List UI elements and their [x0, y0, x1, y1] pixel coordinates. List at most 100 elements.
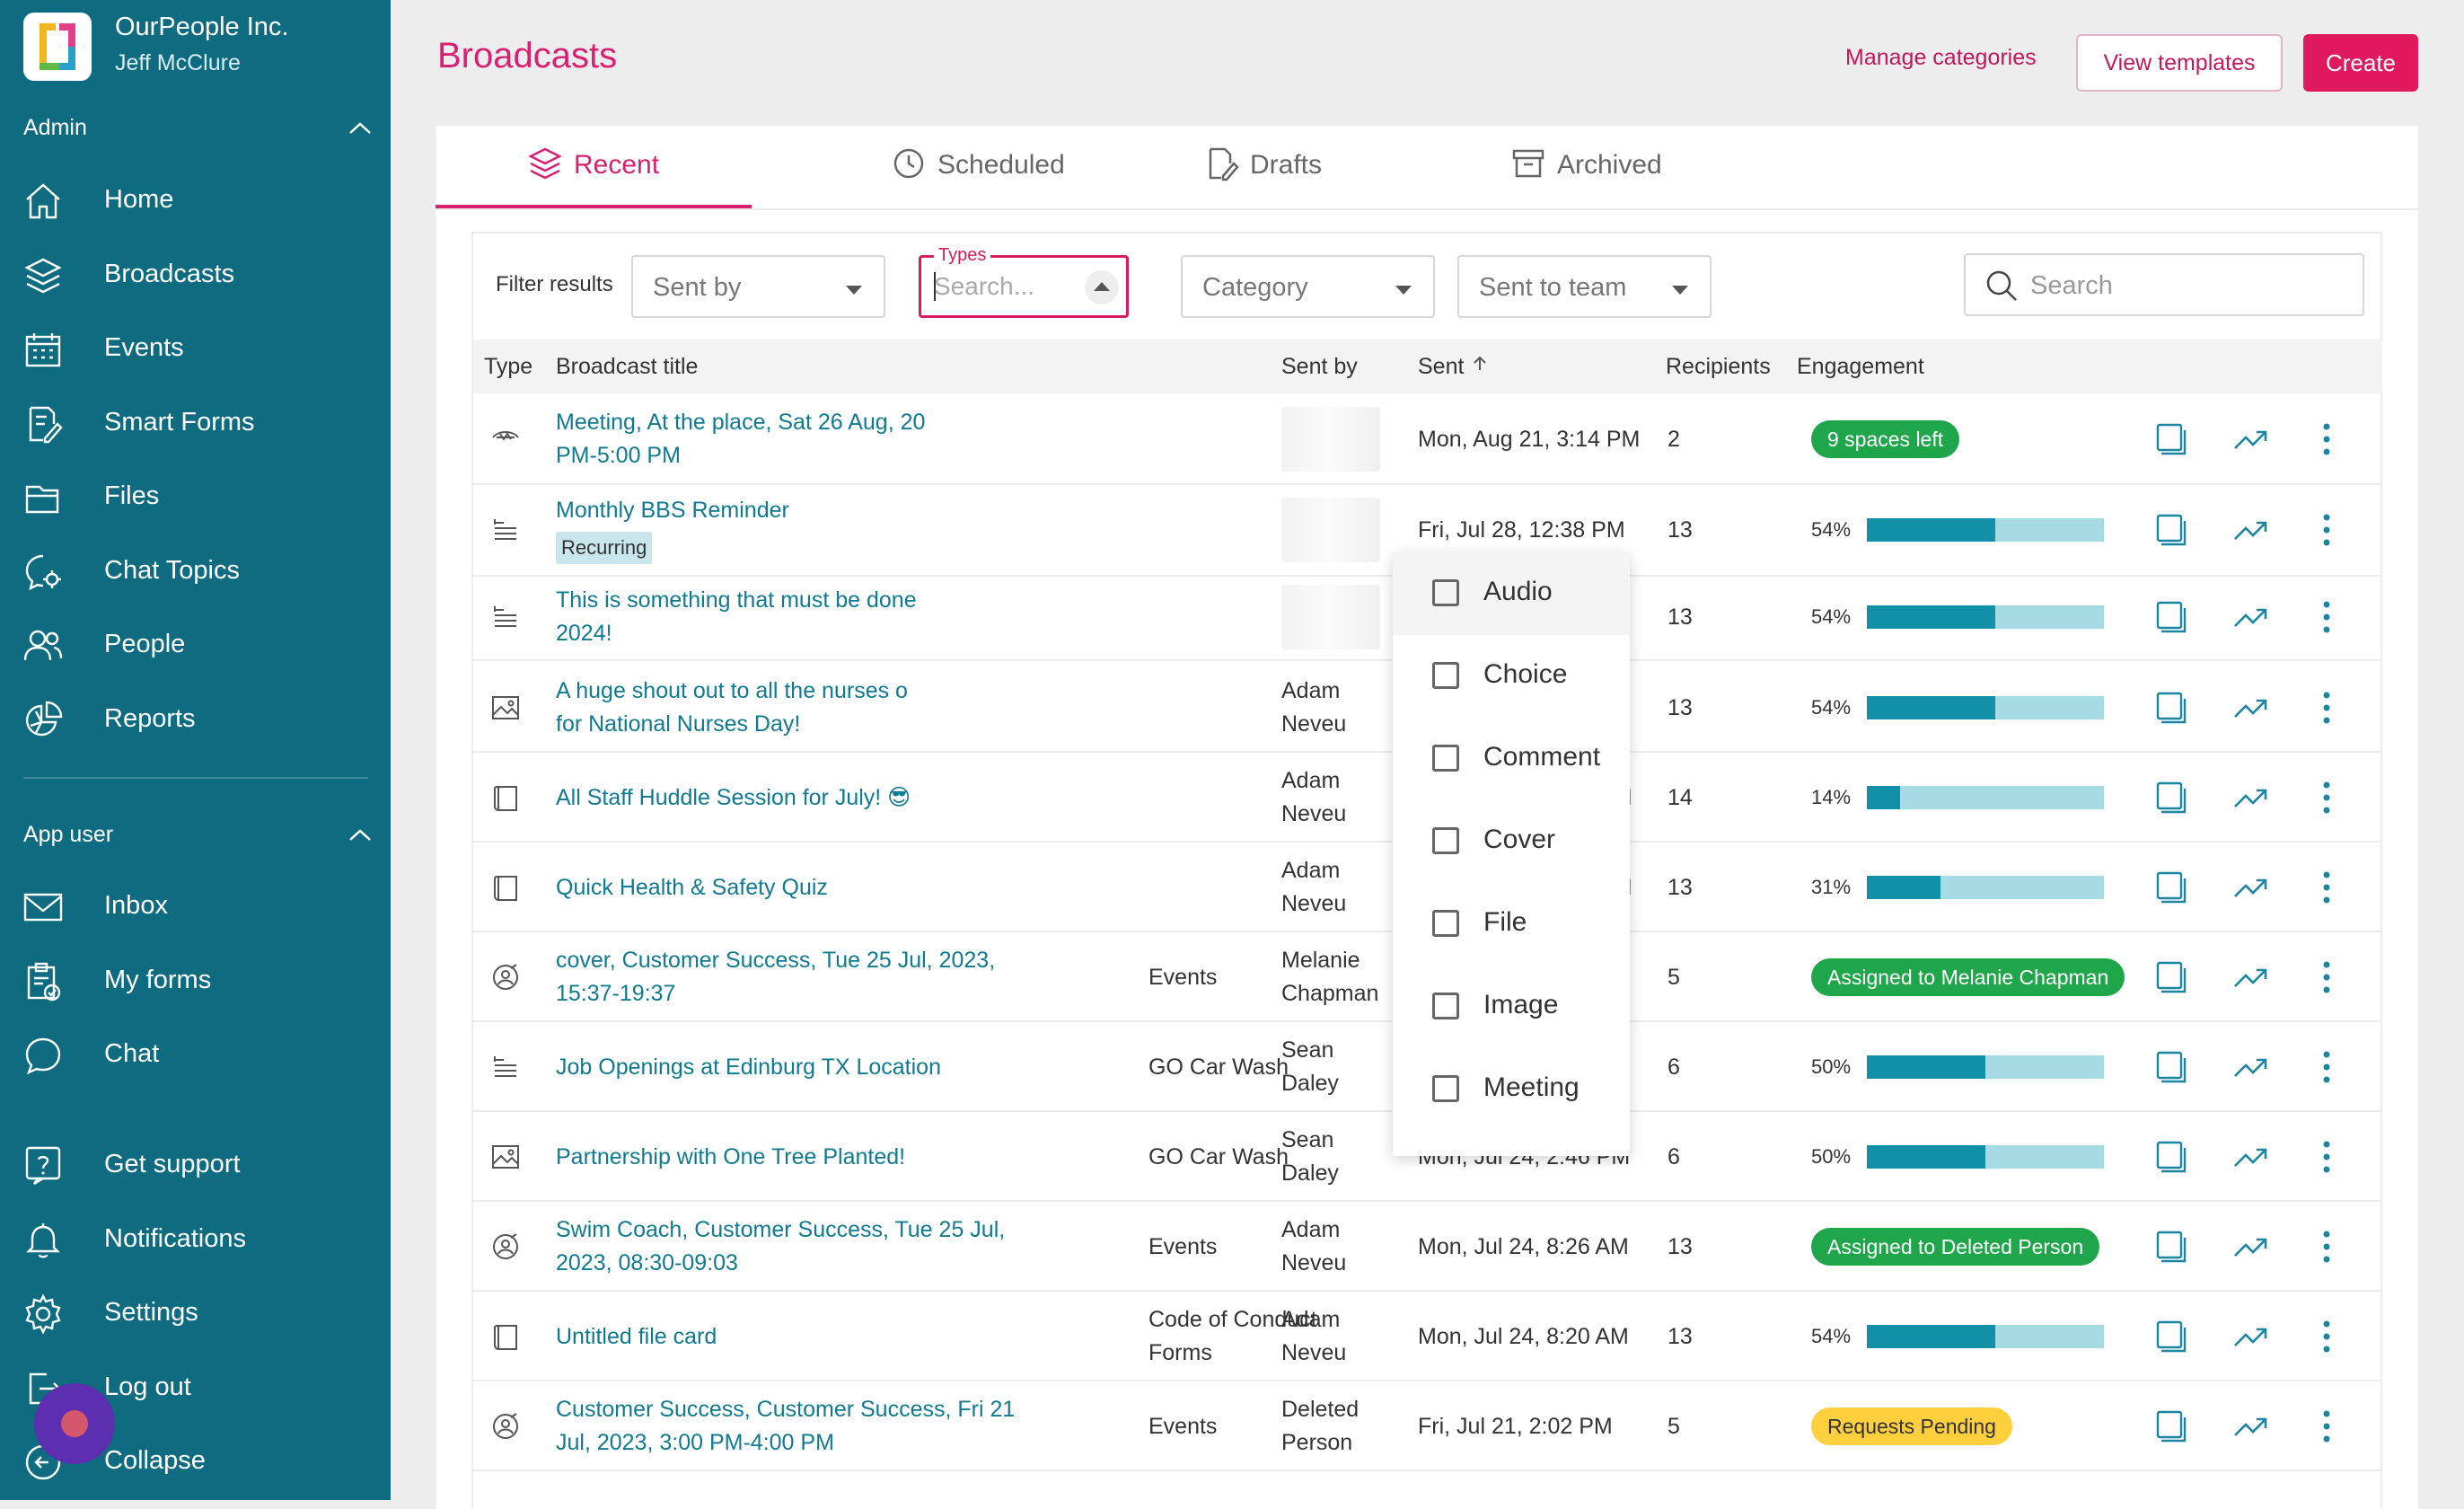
- column-sent-label: Sent: [1418, 354, 1465, 379]
- trending-up-icon[interactable]: [2231, 1319, 2271, 1355]
- admin-section-header[interactable]: Admin: [23, 115, 374, 141]
- search-input[interactable]: Search: [1964, 253, 2364, 316]
- create-button[interactable]: Create: [2303, 34, 2418, 92]
- category-filter[interactable]: Category: [1181, 255, 1435, 318]
- more-vertical-icon[interactable]: [2318, 869, 2336, 905]
- broadcast-title-link[interactable]: A huge shout out to all the nurses o for …: [556, 675, 908, 741]
- more-vertical-icon[interactable]: [2318, 599, 2336, 635]
- trending-up-icon[interactable]: [2231, 1139, 2271, 1175]
- sidebar-item-home[interactable]: Home: [22, 172, 381, 226]
- checkbox[interactable]: [1432, 910, 1459, 937]
- type-option-file[interactable]: File: [1393, 883, 1630, 966]
- app-user-section-header[interactable]: App user: [23, 822, 374, 848]
- trending-up-icon[interactable]: [2231, 780, 2271, 816]
- broadcast-title-link[interactable]: Monthly BBS Reminder: [556, 498, 789, 523]
- sidebar-item-my-forms-label: My forms: [104, 965, 212, 994]
- view-templates-button[interactable]: View templates: [2076, 34, 2283, 92]
- sidebar-item-notifications[interactable]: Notifications: [22, 1212, 381, 1266]
- broadcast-title-line: A huge shout out to all the nurses o: [556, 678, 908, 703]
- trending-up-icon[interactable]: [2231, 869, 2271, 905]
- types-filter[interactable]: Types Search...: [919, 245, 1129, 318]
- type-option-meeting[interactable]: Meeting: [1393, 1048, 1630, 1131]
- sidebar-item-log-out[interactable]: Log out: [22, 1360, 381, 1414]
- duplicate-icon[interactable]: [2152, 1408, 2188, 1444]
- sent-by-filter[interactable]: Sent by: [631, 255, 885, 318]
- trending-up-icon[interactable]: [2231, 1408, 2271, 1444]
- types-search-input[interactable]: Search...: [934, 272, 1035, 300]
- duplicate-icon[interactable]: [2152, 599, 2188, 635]
- broadcast-title-link[interactable]: All Staff Huddle Session for July! 😎: [556, 785, 911, 810]
- trending-up-icon[interactable]: [2231, 512, 2271, 548]
- manage-categories-button[interactable]: Manage categories: [1845, 45, 2037, 70]
- trending-up-icon[interactable]: [2231, 421, 2271, 457]
- types-collapse-button[interactable]: [1085, 270, 1119, 304]
- duplicate-icon[interactable]: [2152, 1049, 2188, 1085]
- duplicate-icon[interactable]: [2152, 512, 2188, 548]
- sidebar-item-chat-label: Chat: [104, 1039, 160, 1068]
- trending-up-icon[interactable]: [2231, 959, 2271, 995]
- duplicate-icon[interactable]: [2152, 869, 2188, 905]
- more-vertical-icon[interactable]: [2318, 1139, 2336, 1175]
- sidebar-item-people[interactable]: People: [22, 617, 381, 671]
- sidebar-item-chat-topics[interactable]: Chat Topics: [22, 543, 381, 597]
- duplicate-icon[interactable]: [2152, 1319, 2188, 1355]
- sent-to-team-filter[interactable]: Sent to team: [1457, 255, 1712, 318]
- broadcast-title-link[interactable]: Partnership with One Tree Planted!: [556, 1144, 906, 1169]
- checkbox[interactable]: [1432, 827, 1459, 854]
- checkbox[interactable]: [1432, 745, 1459, 772]
- checkbox[interactable]: [1432, 993, 1459, 1019]
- sidebar-item-reports[interactable]: Reports: [22, 692, 381, 746]
- more-vertical-icon[interactable]: [2318, 780, 2336, 816]
- more-vertical-icon[interactable]: [2318, 421, 2336, 457]
- table-row[interactable]: A huge shout out to all the nurses o for …: [473, 663, 2382, 753]
- table-row[interactable]: Untitled file card Code of Conduct Forms Ad…: [473, 1292, 2382, 1381]
- sidebar-item-my-forms[interactable]: My forms: [22, 953, 381, 1007]
- broadcast-title-link[interactable]: Customer Success, Customer Success, Fri …: [556, 1393, 1015, 1460]
- table-row[interactable]: Meeting, At the place, Sat 26 Aug, 20 PM-…: [473, 393, 2382, 485]
- more-vertical-icon[interactable]: [2318, 690, 2336, 726]
- broadcast-title-link[interactable]: Job Openings at Edinburg TX Location: [556, 1055, 941, 1080]
- more-vertical-icon[interactable]: [2318, 1319, 2336, 1355]
- duplicate-icon[interactable]: [2152, 1139, 2188, 1175]
- type-option-choice[interactable]: Choice: [1393, 635, 1630, 718]
- table-row[interactable]: Customer Success, Customer Success, Fri …: [473, 1381, 2382, 1471]
- sidebar-item-events[interactable]: Events: [22, 321, 381, 375]
- trending-up-icon[interactable]: [2231, 599, 2271, 635]
- checkbox[interactable]: [1432, 662, 1459, 689]
- type-option-comment[interactable]: Comment: [1393, 718, 1630, 800]
- checkbox[interactable]: [1432, 1075, 1459, 1102]
- broadcast-title-link[interactable]: This is something that must be done 2024!: [556, 584, 917, 650]
- broadcast-title-link[interactable]: cover, Customer Success, Tue 25 Jul, 202…: [556, 944, 995, 1010]
- more-vertical-icon[interactable]: [2318, 1049, 2336, 1085]
- duplicate-icon[interactable]: [2152, 1229, 2188, 1265]
- sidebar-item-settings[interactable]: Settings: [22, 1285, 381, 1339]
- broadcast-title-link[interactable]: Untitled file card: [556, 1324, 717, 1349]
- sidebar-item-get-support[interactable]: Get support: [22, 1137, 381, 1191]
- broadcast-title-link[interactable]: Swim Coach, Customer Success, Tue 25 Jul…: [556, 1213, 1005, 1280]
- duplicate-icon[interactable]: [2152, 780, 2188, 816]
- broadcast-title-link[interactable]: Meeting, At the place, Sat 26 Aug, 20 PM-…: [556, 406, 925, 472]
- sidebar-item-smart-forms[interactable]: Smart Forms: [22, 395, 381, 449]
- trending-up-icon[interactable]: [2231, 690, 2271, 726]
- duplicate-icon[interactable]: [2152, 421, 2188, 457]
- more-vertical-icon[interactable]: [2318, 512, 2336, 548]
- column-sent[interactable]: Sent: [1418, 354, 1490, 380]
- trending-up-icon[interactable]: [2231, 1229, 2271, 1265]
- sidebar-item-broadcasts[interactable]: Broadcasts: [22, 247, 381, 301]
- broadcast-title-link[interactable]: Quick Health & Safety Quiz: [556, 875, 828, 900]
- more-vertical-icon[interactable]: [2318, 959, 2336, 995]
- duplicate-icon[interactable]: [2152, 690, 2188, 726]
- duplicate-icon[interactable]: [2152, 959, 2188, 995]
- type-option-cover[interactable]: Cover: [1393, 800, 1630, 883]
- help-chat-launcher[interactable]: [34, 1383, 115, 1464]
- sidebar-item-files[interactable]: Files: [22, 469, 381, 523]
- sidebar-item-chat[interactable]: Chat: [22, 1027, 381, 1081]
- table-row[interactable]: Swim Coach, Customer Success, Tue 25 Jul…: [473, 1202, 2382, 1292]
- sidebar-item-inbox[interactable]: Inbox: [22, 878, 381, 932]
- checkbox[interactable]: [1432, 579, 1459, 606]
- type-option-audio[interactable]: Audio: [1393, 552, 1630, 635]
- more-vertical-icon[interactable]: [2318, 1229, 2336, 1265]
- type-option-image[interactable]: Image: [1393, 966, 1630, 1048]
- trending-up-icon[interactable]: [2231, 1049, 2271, 1085]
- more-vertical-icon[interactable]: [2318, 1408, 2336, 1444]
